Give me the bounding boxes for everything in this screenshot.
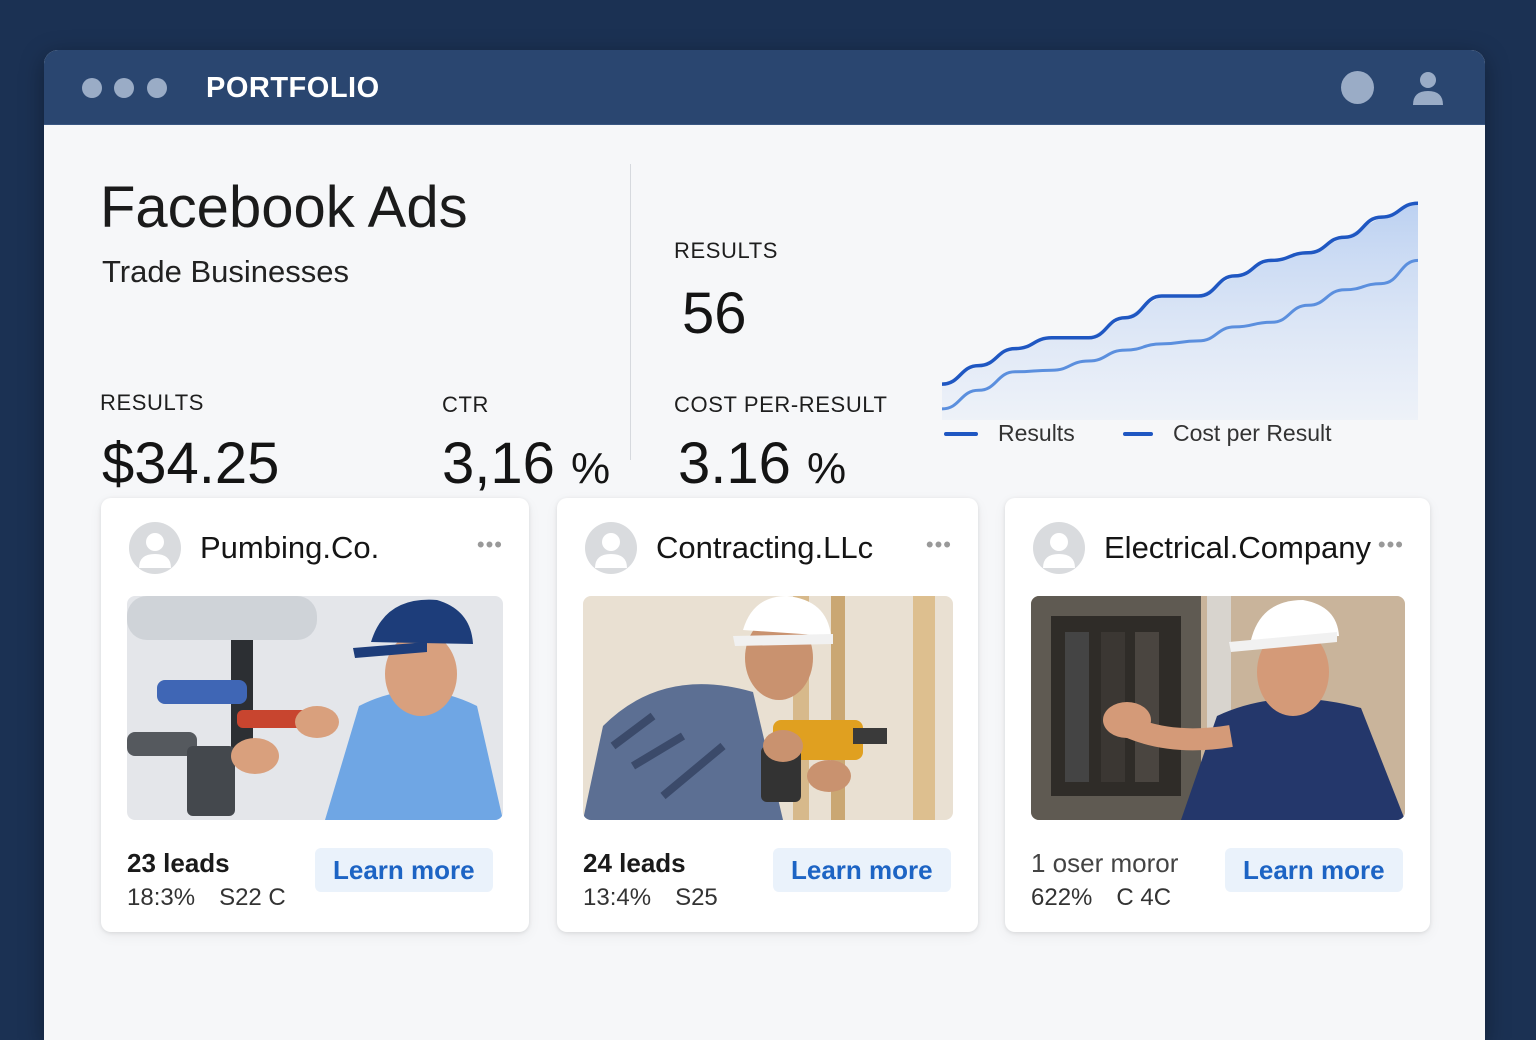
business-card-plumbing: Pumbing.Co. ••• [101,498,529,932]
ctr-label: CTR [442,392,489,418]
cost-per-result-unit: % [807,444,846,493]
electrician-illustration [1031,596,1405,820]
business-name: Contracting.LLc [656,530,873,566]
window-dot-minimize[interactable] [114,78,134,98]
legend-results: Results [944,420,1075,447]
window-dot-close[interactable] [82,78,102,98]
avatar-person-icon [585,522,637,574]
avatar [1033,522,1085,574]
dashboard-content: Facebook Ads Trade Businesses RESULTS $3… [44,124,1485,1040]
cost-per-result-label: COST PER-RESULT [674,392,888,418]
contractor-photo [583,596,953,820]
results-trend-chart [942,180,1418,420]
stat-cost: S22 C [219,884,286,911]
contractor-illustration [583,596,953,820]
user-profile-icon[interactable] [1410,69,1446,107]
page-title: Facebook Ads [100,174,468,241]
electrician-photo [1031,596,1405,820]
window-dot-maximize[interactable] [147,78,167,98]
card-stats: 13:4% S25 [583,884,718,912]
status-circle-icon[interactable] [1341,71,1374,104]
business-name: Pumbing.Co. [200,530,379,566]
legend-cost-swatch [1123,432,1153,436]
business-card-contracting: Contracting.LLc ••• [557,498,978,932]
ctr-metric: 3,16 % [442,430,610,497]
more-options-icon[interactable]: ••• [1378,532,1404,558]
business-card-electrical: Electrical.Company ••• [1005,498,1430,932]
ctr-value: 3,16 [442,431,555,496]
cost-per-result-value: 3.16 [678,431,791,496]
cost-per-result-metric: 3.16 % [678,430,846,497]
legend-results-label: Results [998,420,1075,447]
learn-more-button[interactable]: Learn more [315,848,493,892]
legend-cost-label: Cost per Result [1173,420,1332,447]
more-options-icon[interactable]: ••• [477,532,503,558]
stat-cost: S25 [675,884,718,911]
legend-cost-per-result: Cost per Result [1123,420,1332,447]
ctr-unit: % [571,444,610,493]
metrics-divider [630,164,631,460]
app-window: PORTFOLIO Facebook Ads Trade Businesses … [44,50,1485,1040]
legend-results-swatch [944,432,978,436]
plumber-illustration [127,596,503,820]
avatar [129,522,181,574]
results-spend-label: RESULTS [100,390,204,416]
card-stats: 622% C 4C [1031,884,1171,912]
leads-count: 1 oser moror [1031,848,1178,879]
title-bar: PORTFOLIO [44,50,1485,125]
avatar [585,522,637,574]
stat-rate: 13:4% [583,884,651,911]
leads-count: 23 leads [127,848,230,879]
stat-rate: 18:3% [127,884,195,911]
results-value: 56 [682,280,747,347]
learn-more-button[interactable]: Learn more [773,848,951,892]
stat-rate: 622% [1031,884,1092,911]
results-spend-value: $34.25 [102,430,279,497]
results-label: RESULTS [674,238,778,264]
leads-count: 24 leads [583,848,686,879]
stat-cost: C 4C [1116,884,1171,911]
more-options-icon[interactable]: ••• [926,532,952,558]
plumber-photo [127,596,503,820]
app-title: PORTFOLIO [206,72,380,105]
avatar-person-icon [129,522,181,574]
card-stats: 18:3% S22 C [127,884,286,912]
business-name: Electrical.Company [1104,530,1371,566]
avatar-person-icon [1033,522,1085,574]
learn-more-button[interactable]: Learn more [1225,848,1403,892]
page-subtitle: Trade Businesses [102,254,349,290]
